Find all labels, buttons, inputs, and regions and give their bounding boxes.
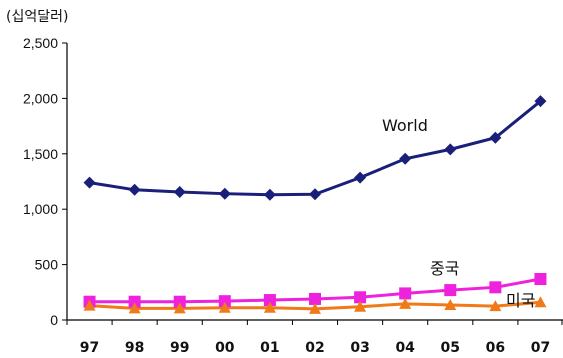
data-point-diamond	[83, 176, 96, 189]
data-point-diamond	[263, 188, 276, 201]
data-point-triangle	[399, 297, 412, 309]
y-tick-label: 1,500	[23, 146, 58, 162]
x-tick-label: 07	[531, 340, 550, 356]
data-point-square	[173, 295, 186, 308]
series-label: World	[382, 116, 428, 135]
data-point-diamond	[399, 152, 412, 165]
data-point-square	[534, 273, 547, 286]
x-tick-label: 04	[395, 340, 415, 356]
series-lines	[89, 100, 542, 311]
x-tick-label: 06	[486, 340, 505, 356]
data-point-triangle	[83, 299, 96, 311]
y-tick-label: 2,000	[23, 90, 58, 106]
x-tick-label: 98	[125, 340, 144, 356]
data-point-diamond	[128, 183, 141, 196]
data-point-diamond	[354, 171, 367, 184]
data-point-square	[354, 291, 367, 304]
series-label: 중국	[430, 259, 459, 278]
x-tick-label: 01	[260, 340, 279, 356]
data-point-square	[444, 284, 457, 297]
y-tick-label: 1,000	[23, 201, 58, 217]
y-axis-unit-label: (십억달러)	[6, 9, 68, 25]
data-point-diamond	[218, 187, 231, 200]
x-tick-label: 02	[305, 340, 324, 356]
y-tick-label: 0	[50, 312, 58, 328]
x-tick-label: 05	[441, 340, 460, 356]
data-point-triangle	[218, 301, 231, 313]
data-point-square	[309, 292, 321, 305]
data-point-triangle	[309, 302, 321, 314]
data-point-triangle	[444, 299, 457, 311]
data-point-triangle	[489, 300, 502, 312]
data-point-diamond	[309, 188, 321, 201]
y-tick-label: 500	[35, 257, 59, 273]
data-point-triangle	[128, 302, 141, 314]
data-point-square	[128, 295, 141, 308]
series-line-diamond	[89, 100, 542, 197]
x-tick-label: 99	[170, 340, 189, 356]
data-point-diamond	[173, 186, 186, 199]
x-tick-label: 03	[350, 340, 369, 356]
data-point-square	[263, 294, 276, 307]
series-label: 미국	[506, 291, 535, 310]
data-point-triangle	[263, 301, 276, 313]
data-point-square	[489, 281, 502, 294]
y-axis: 2,500 2,000 1,500 1,000 500 0	[23, 35, 67, 328]
x-tick-label: 00	[215, 340, 235, 356]
x-tick-label: 97	[80, 340, 99, 356]
data-point-square	[218, 295, 231, 308]
data-point-triangle	[173, 302, 186, 314]
data-point-square	[399, 287, 412, 300]
axes	[66, 43, 563, 321]
x-axis: 97 98 99 00 01 02 03 04 05 06 07	[66, 320, 563, 356]
series-markers	[83, 95, 547, 314]
data-point-diamond	[534, 95, 547, 108]
y-tick-label: 2,500	[23, 35, 58, 51]
data-point-triangle	[534, 296, 547, 308]
data-point-diamond	[489, 131, 502, 144]
data-point-triangle	[354, 300, 367, 312]
data-point-diamond	[444, 143, 457, 156]
